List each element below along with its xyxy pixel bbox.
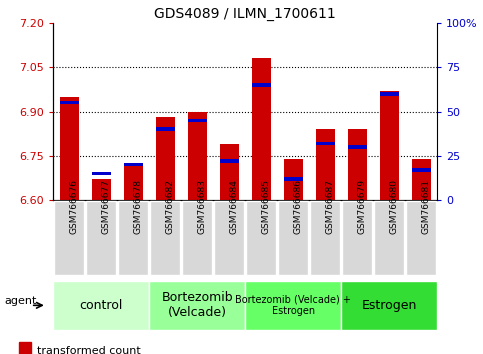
FancyBboxPatch shape [342,201,372,275]
Text: Bortezomib (Velcade) +
Estrogen: Bortezomib (Velcade) + Estrogen [235,295,351,316]
Title: GDS4089 / ILMN_1700611: GDS4089 / ILMN_1700611 [154,7,336,21]
FancyBboxPatch shape [118,201,148,275]
FancyBboxPatch shape [310,201,341,275]
Text: GSM766687: GSM766687 [325,179,334,234]
FancyBboxPatch shape [149,281,245,330]
Bar [59,97,79,200]
FancyBboxPatch shape [182,201,213,275]
Text: GSM766678: GSM766678 [133,179,142,234]
Text: agent: agent [4,296,37,306]
Text: GSM766676: GSM766676 [69,179,78,234]
FancyBboxPatch shape [278,201,309,275]
Bar [412,168,431,172]
Text: transformed count: transformed count [38,346,141,354]
Text: Estrogen: Estrogen [361,299,417,312]
Text: GSM766679: GSM766679 [357,179,366,234]
Bar [348,145,367,149]
FancyBboxPatch shape [406,201,437,275]
FancyBboxPatch shape [246,201,276,275]
FancyBboxPatch shape [53,281,149,330]
FancyBboxPatch shape [86,201,116,275]
Bar [348,129,367,200]
Text: GSM766684: GSM766684 [229,179,238,234]
Bar [156,118,175,200]
Bar [284,159,303,200]
Bar [187,112,207,200]
Bar [252,58,270,200]
Bar [284,177,303,181]
Bar [19,342,30,354]
FancyBboxPatch shape [341,281,437,330]
FancyBboxPatch shape [150,201,181,275]
FancyBboxPatch shape [374,201,404,275]
Text: GSM766685: GSM766685 [261,179,270,234]
FancyBboxPatch shape [214,201,244,275]
Text: GSM766682: GSM766682 [165,179,174,234]
Bar [92,172,111,175]
Bar [220,144,239,200]
Bar [252,83,270,87]
Text: GSM766686: GSM766686 [293,179,302,234]
Text: GSM766683: GSM766683 [197,179,206,234]
Bar [92,179,111,200]
Bar [220,159,239,163]
Bar [315,129,335,200]
Bar [380,91,399,200]
Text: GSM766677: GSM766677 [101,179,110,234]
Bar [380,92,399,96]
Bar [59,101,79,104]
FancyBboxPatch shape [245,281,341,330]
Bar [124,165,143,200]
Text: Bortezomib
(Velcade): Bortezomib (Velcade) [161,291,233,319]
Bar [124,163,143,166]
Text: GSM766680: GSM766680 [389,179,398,234]
Bar [412,159,431,200]
Text: control: control [79,299,123,312]
Text: GSM766681: GSM766681 [421,179,430,234]
FancyBboxPatch shape [54,201,85,275]
Bar [187,119,207,122]
Bar [315,142,335,145]
Bar [156,127,175,131]
